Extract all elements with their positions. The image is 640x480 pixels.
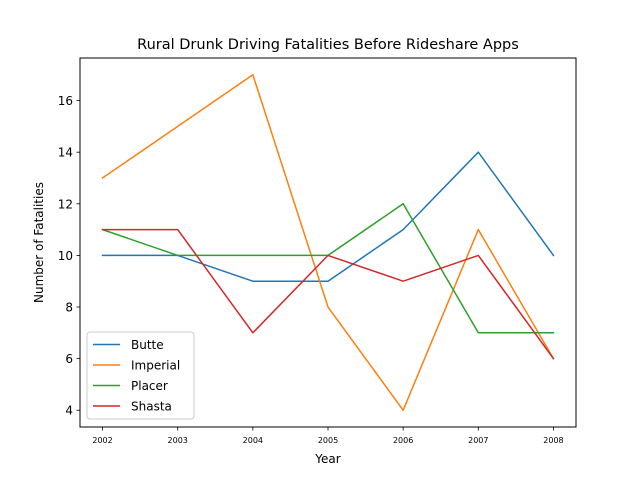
x-tick-label: 2006: [393, 436, 413, 445]
series-line-shasta: [101, 228, 555, 360]
chart-title: Rural Drunk Driving Fatalities Before Ri…: [137, 37, 519, 53]
y-tick-label: 16: [58, 94, 73, 108]
y-tick-label: 10: [58, 249, 73, 263]
legend-label-placer: Placer: [131, 379, 168, 393]
x-tick-label: 2008: [543, 436, 563, 445]
series-layer: [101, 74, 555, 411]
x-tick-label: 2002: [92, 436, 112, 445]
x-tick-label: 2004: [243, 436, 263, 445]
plot-frame: [79, 57, 577, 428]
x-axis-title: Year: [314, 452, 340, 466]
y-axis: 4 6 8 10 12 14 16: [58, 94, 80, 418]
legend: Butte Imperial Placer Shasta: [86, 331, 195, 420]
legend-label-shasta: Shasta: [131, 400, 172, 414]
series-line-imperial: [101, 74, 555, 411]
legend-box: [86, 331, 195, 420]
legend-label-butte: Butte: [131, 338, 164, 352]
y-axis-title: Number of Fatalities: [32, 182, 46, 303]
x-tick-label: 2007: [468, 436, 488, 445]
legend-label-imperial: Imperial: [131, 359, 180, 373]
x-tick-label: 2003: [168, 436, 188, 445]
y-tick-label: 6: [65, 352, 73, 366]
y-tick-label: 12: [58, 197, 73, 211]
x-axis: 2002 2003 2004 2005 2006 2007 2008: [92, 427, 564, 445]
x-tick-label: 2005: [318, 436, 338, 445]
y-tick-label: 8: [65, 301, 73, 315]
y-tick-label: 14: [58, 146, 73, 160]
y-tick-label: 4: [65, 404, 73, 418]
